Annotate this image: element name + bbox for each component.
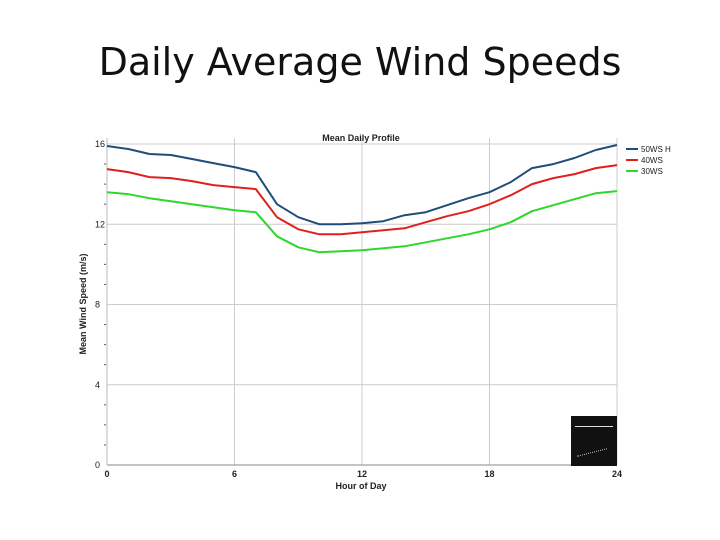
series-line — [106, 164, 618, 236]
legend-label: 50WS H — [641, 145, 671, 154]
y-tick-label: 4 — [95, 380, 100, 390]
x-axis-label: Hour of Day — [335, 481, 386, 491]
chart-title: Mean Daily Profile — [322, 133, 400, 143]
thumbnail-line — [575, 426, 613, 427]
x-tick-label: 24 — [612, 469, 622, 479]
x-tick-label: 0 — [104, 469, 109, 479]
y-tick-label: 16 — [95, 139, 105, 149]
thumbnail-preview-image — [571, 416, 617, 466]
series-line — [106, 144, 618, 226]
legend-label: 30WS — [641, 167, 663, 176]
y-tick-label: 8 — [95, 300, 100, 310]
x-tick-label: 18 — [484, 469, 494, 479]
x-tick-label: 12 — [357, 469, 367, 479]
y-tick-label: 0 — [95, 460, 100, 470]
series-line — [106, 190, 618, 254]
slide-title: Daily Average Wind Speeds — [98, 40, 622, 84]
x-tick-label: 6 — [232, 469, 237, 479]
y-tick-label: 12 — [95, 219, 105, 229]
thumbnail-trace — [577, 434, 607, 457]
y-axis-label: Mean Wind Speed (m/s) — [78, 254, 88, 355]
legend-label: 40WS — [641, 156, 663, 165]
